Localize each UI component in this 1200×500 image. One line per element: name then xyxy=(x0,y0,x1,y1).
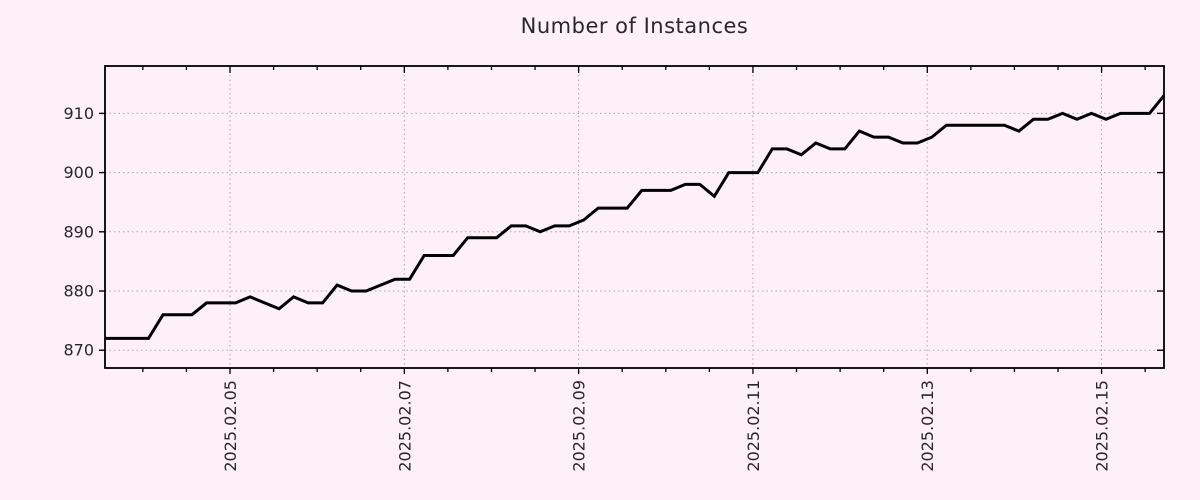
x-tick-label: 2025.02.05 xyxy=(221,380,240,472)
x-tick-label: 2025.02.15 xyxy=(1092,380,1111,472)
x-tick-label: 2025.02.09 xyxy=(570,380,589,472)
y-tick-label: 870 xyxy=(63,341,94,360)
y-tick-label: 900 xyxy=(63,163,94,182)
x-tick-label: 2025.02.13 xyxy=(918,380,937,472)
y-tick-label: 880 xyxy=(63,282,94,301)
data-line xyxy=(105,94,1166,340)
x-tick-label: 2025.02.11 xyxy=(744,380,763,472)
x-tick-label: 2025.02.07 xyxy=(395,380,414,472)
chart-title: Number of Instances xyxy=(520,14,749,38)
y-tick-label: 890 xyxy=(63,222,94,241)
y-tick-label: 910 xyxy=(63,104,94,123)
plot-border xyxy=(104,65,1165,369)
